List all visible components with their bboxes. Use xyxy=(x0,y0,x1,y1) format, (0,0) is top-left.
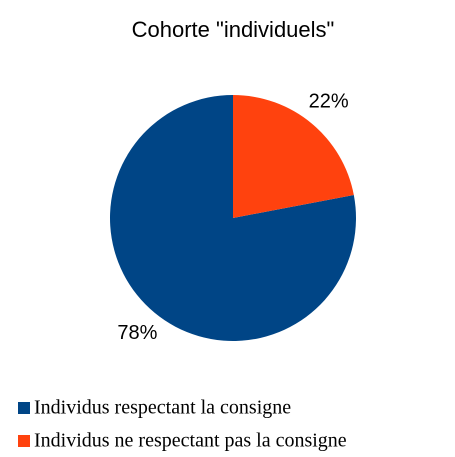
pie-slice xyxy=(233,95,354,218)
legend-swatch xyxy=(18,402,30,414)
data-label: 22% xyxy=(309,91,349,113)
chart-title: Cohorte "individuels" xyxy=(132,17,335,42)
legend-label: Individus respectant la consigne xyxy=(34,397,291,419)
legend-label: Individus ne respectant pas la consigne xyxy=(34,430,347,452)
legend-swatch xyxy=(18,435,30,447)
data-label: 78% xyxy=(117,322,157,344)
pie-slice xyxy=(109,95,356,342)
